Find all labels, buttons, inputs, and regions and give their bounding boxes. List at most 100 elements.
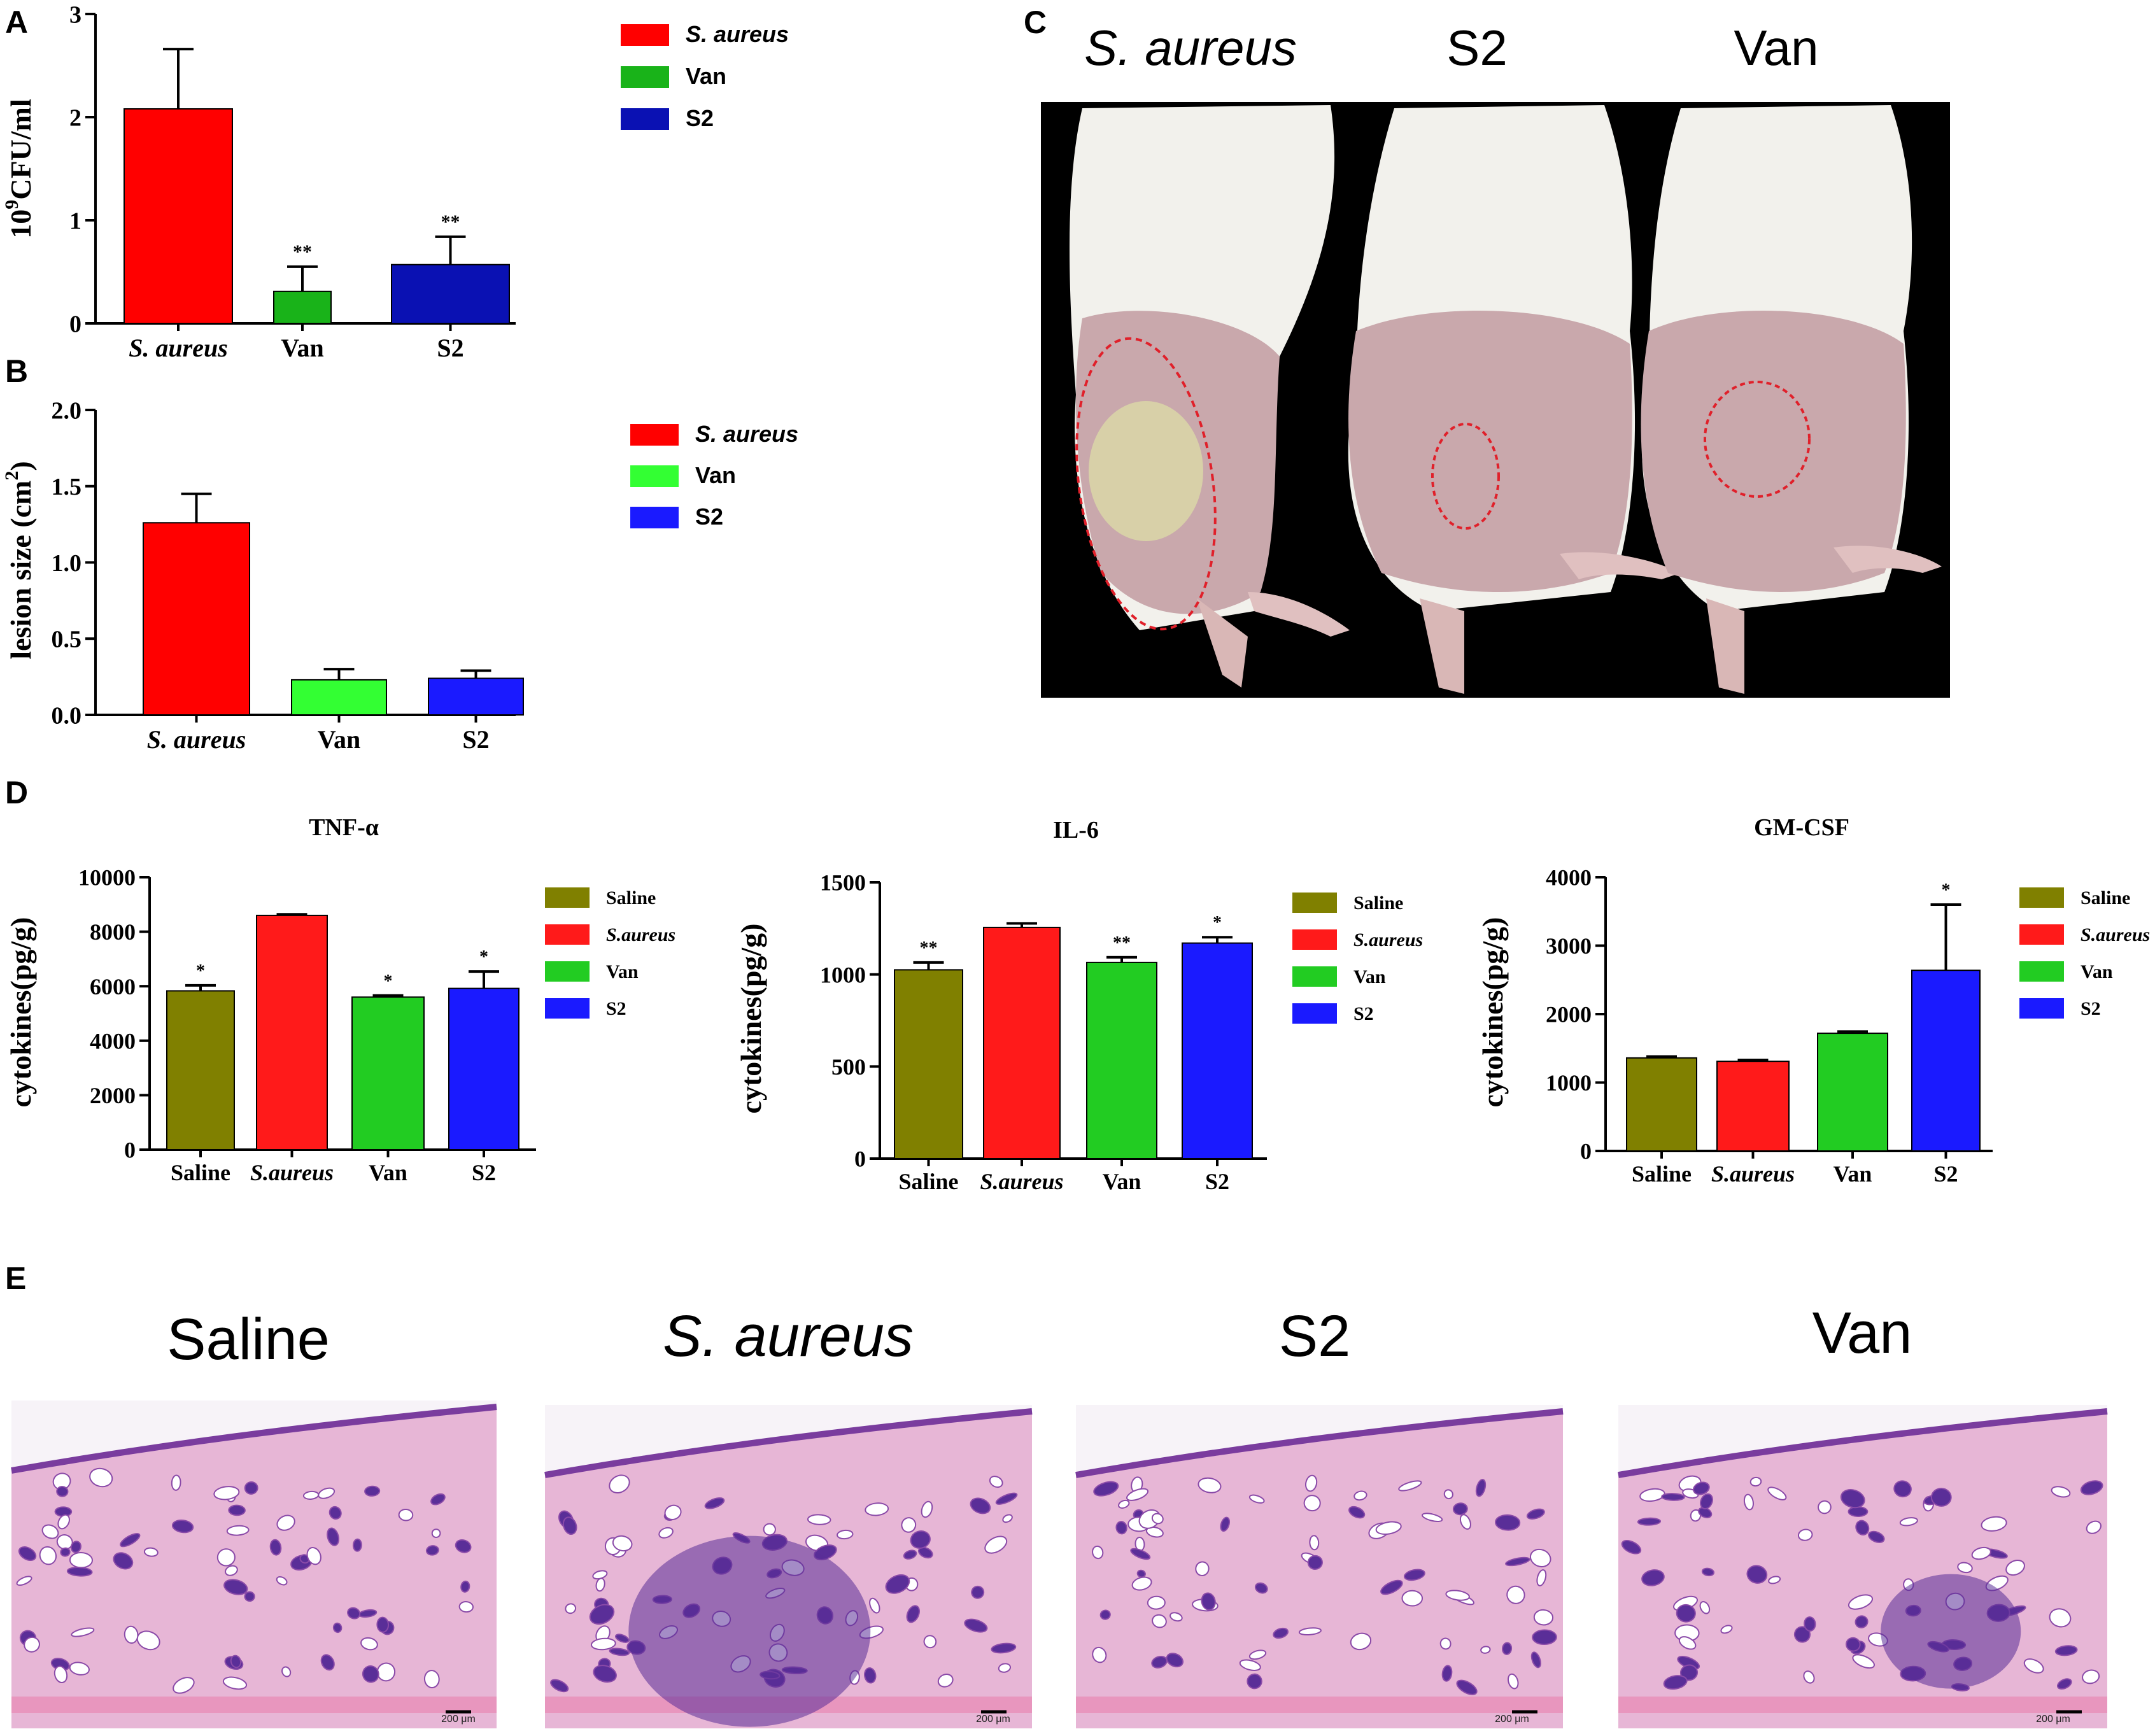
follicle xyxy=(1676,1604,1696,1623)
legend-swatch-s-aureus xyxy=(545,924,590,945)
legend-swatch-s-aureus xyxy=(2019,924,2064,945)
follicle xyxy=(807,1514,831,1525)
follicle xyxy=(1248,1649,1267,1660)
follicle xyxy=(423,1670,440,1689)
follicle xyxy=(1099,1609,1111,1620)
follicle xyxy=(430,1493,446,1506)
panel-letter-b: B xyxy=(5,353,28,389)
follicle xyxy=(1201,1592,1216,1611)
x-tick-label-van: Van xyxy=(281,334,323,362)
panel-letter-d: D xyxy=(5,775,28,810)
follicle xyxy=(1502,1642,1513,1655)
follicle xyxy=(1855,1615,1869,1628)
legend: Saline S.aureus Van S2 xyxy=(2019,887,2150,1019)
follicle xyxy=(1846,1637,1861,1652)
bar-van xyxy=(273,290,332,324)
legend-label-s-aureus: S.aureus xyxy=(1353,929,1423,950)
y-tick-label: 2000 xyxy=(1546,1002,1592,1027)
significance-mark-van: ** xyxy=(1113,933,1131,953)
legend-label-s2: S2 xyxy=(2081,998,2101,1019)
follicle xyxy=(1899,1517,1918,1527)
follicle xyxy=(864,1667,877,1684)
follicle xyxy=(1452,1502,1468,1516)
y-tick-label: 1.0 xyxy=(52,550,82,577)
follicle xyxy=(39,1546,57,1565)
follicle xyxy=(1804,1616,1816,1632)
follicle xyxy=(53,1665,68,1684)
follicle xyxy=(376,1616,390,1633)
epidermis-layer xyxy=(11,1404,497,1474)
y-tick-label: 2000 xyxy=(90,1083,136,1108)
y-axis-label-exponent: 2 xyxy=(1,471,22,481)
follicle xyxy=(1693,1481,1710,1495)
follicle xyxy=(1456,1679,1478,1695)
legend-label-van: Van xyxy=(2081,961,2113,982)
y-axis-label: cytokines(pg/g) xyxy=(4,917,37,1108)
follicle xyxy=(1092,1646,1107,1663)
follicle xyxy=(302,1490,320,1500)
follicle xyxy=(1526,1508,1545,1520)
follicle xyxy=(376,1662,396,1682)
histology-tile-s2 xyxy=(1075,1405,1564,1728)
follicle xyxy=(595,1577,605,1592)
scale-bar-label-saline: 200 μm xyxy=(441,1714,476,1725)
follicle xyxy=(16,1576,32,1586)
follicle xyxy=(1145,1526,1164,1538)
follicle xyxy=(1439,1637,1452,1650)
follicle xyxy=(903,1549,917,1560)
follicle xyxy=(225,1565,238,1576)
follicle xyxy=(1441,1665,1453,1682)
legend-label-van: Van xyxy=(1353,966,1386,987)
follicle xyxy=(2086,1520,2102,1534)
follicle xyxy=(69,1552,94,1569)
follicle xyxy=(1118,1499,1130,1509)
legend: S. aureus Van S2 xyxy=(630,421,798,530)
follicle xyxy=(1690,1509,1702,1522)
x-tick-label-saline: Saline xyxy=(1632,1161,1692,1187)
inflammatory-infiltrate xyxy=(628,1535,871,1727)
follicle xyxy=(885,1574,910,1594)
legend-label-s-aureus: S. aureus xyxy=(695,421,798,447)
follicle xyxy=(455,1539,472,1553)
follicle xyxy=(923,1635,937,1649)
follicle xyxy=(964,1618,988,1633)
follicle xyxy=(550,1679,569,1693)
follicle xyxy=(1641,1569,1665,1586)
legend: S. aureus Van S2 xyxy=(621,21,789,131)
y-tick-label: 1 xyxy=(69,208,81,234)
panel-letter-e: E xyxy=(5,1260,26,1296)
follicle xyxy=(1679,1664,1699,1681)
follicle xyxy=(2054,1645,2078,1656)
follicle xyxy=(995,1492,1018,1505)
legend-label-s2: S2 xyxy=(695,504,723,530)
legend-label-s-aureus: S.aureus xyxy=(2081,924,2150,945)
x-tick-label-s2: S2 xyxy=(1933,1161,1958,1187)
follicle xyxy=(2082,1669,2100,1684)
follicle xyxy=(1136,1569,1146,1578)
follicle xyxy=(865,1502,889,1516)
follicle xyxy=(327,1527,340,1546)
histology-tile-s-aureus xyxy=(544,1405,1033,1728)
follicle xyxy=(364,1485,381,1497)
follicle xyxy=(921,1500,933,1518)
x-tick-label-van: Van xyxy=(1103,1169,1141,1194)
follicle xyxy=(222,1676,248,1690)
follicle xyxy=(173,1677,195,1694)
follicle xyxy=(56,1486,69,1497)
x-tick-label-s-aureus: S.aureus xyxy=(1711,1161,1795,1187)
legend-swatch-s2 xyxy=(2019,998,2064,1019)
mouse-s-aureus xyxy=(1070,105,1350,688)
inflammatory-infiltrate xyxy=(1881,1574,2021,1689)
follicle xyxy=(352,1538,362,1552)
y-tick-label: 1000 xyxy=(820,962,866,987)
bar-s-aureus xyxy=(256,914,328,1151)
legend-swatch-van xyxy=(630,465,679,487)
follicle xyxy=(1002,1514,1013,1523)
y-tick-label: 10000 xyxy=(78,865,136,891)
legend-label-s-aureus: S.aureus xyxy=(606,924,675,945)
follicle xyxy=(1840,1489,1865,1509)
follicle xyxy=(593,1665,617,1683)
legend-swatch-van xyxy=(621,66,669,88)
follicle xyxy=(1743,1493,1754,1511)
